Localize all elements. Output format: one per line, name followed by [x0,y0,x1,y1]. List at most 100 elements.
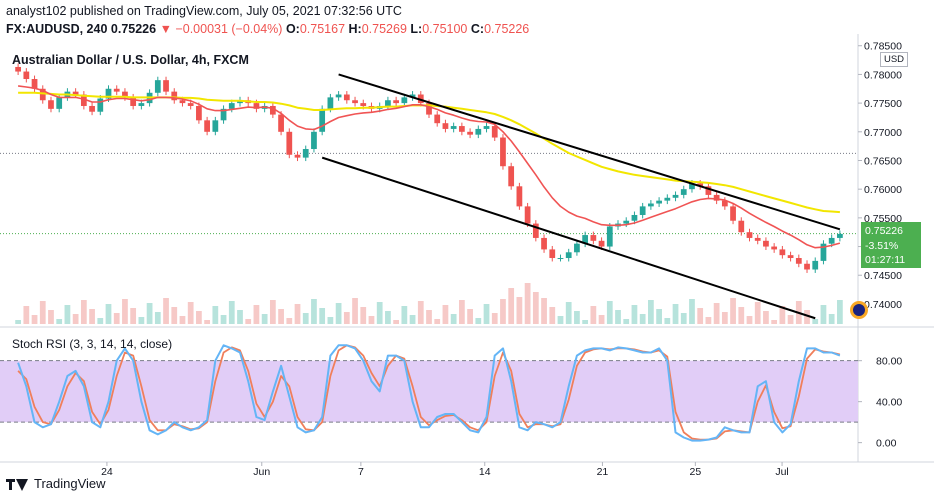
price-change: −0.00031 (−0.04%) [175,22,283,36]
tradingview-icon [6,477,28,491]
currency-label: USD [880,52,908,67]
volume-bar [385,311,391,324]
candle-body [541,237,547,250]
overbought-oversold-band [0,360,858,423]
volume-bar [113,313,120,324]
volume-bar [138,317,145,324]
volume-bar [245,319,252,324]
volume-bar [541,298,547,324]
volume-bar [524,283,531,324]
volume-bar [154,312,161,324]
low-label: L: [410,22,423,36]
volume-bar [804,310,810,324]
volume-bar [828,314,835,324]
volume-bar [648,300,654,324]
volume-bar [335,303,342,324]
candle-body [500,137,506,167]
volume-bar [787,315,794,324]
volume-bar [360,307,367,324]
candle-body [475,128,482,135]
candle-body [302,149,309,158]
candle-body [483,126,490,129]
volume-bar [31,315,38,324]
candle-body [623,220,630,224]
volume-bar [220,315,227,324]
ohlc-header: FX:AUDUSD, 240 0.75226 ▼ −0.00031 (−0.04… [6,22,529,36]
volume-bar [820,305,827,324]
x-tick-label: 7 [358,466,364,478]
candle-body [163,80,169,92]
symbol-label: FX:AUDUSD, 240 [6,22,108,36]
volume-bar [64,305,71,324]
candle-body [804,263,810,270]
high-label: H: [348,22,362,36]
volume-bar [311,299,317,324]
candle-body [97,98,104,112]
volume-bar [664,318,671,324]
x-tick-label: Jul [775,466,788,478]
volume-bar [376,302,383,324]
candle-body [319,108,326,132]
candle-body [89,105,95,112]
volume-bar [689,299,695,324]
volume-bar [532,292,539,324]
candle-body [113,88,120,92]
badge-countdown: 01:27:11 [865,254,906,266]
volume-bar [393,320,400,324]
volume-bar [582,320,589,324]
volume-bar [467,309,473,324]
candle-body [590,235,597,241]
volume-bar [615,310,621,324]
volume-bar [80,300,87,324]
low-value: 0.75100 [422,22,468,36]
candle-body [532,223,539,238]
candle-body [105,88,112,99]
trend-line [338,73,841,231]
candle-body [212,120,219,132]
volume-bar [549,307,556,324]
volume-bar [171,307,178,324]
candle-body [393,100,400,104]
high-value: 0.75269 [361,22,407,36]
candle-body [754,237,761,241]
candle-body [327,97,334,109]
volume-bar [196,311,202,324]
volume-bar [56,319,63,324]
volume-bar [368,316,375,324]
candle-body [80,94,87,106]
x-tick-label: Jun [253,466,270,478]
volume-bar [623,319,630,324]
volume-bar [253,305,260,324]
candle-body [549,249,556,259]
candle-body [171,91,178,101]
candle-body [606,226,613,247]
candle-body [467,131,473,135]
y-tick-label: 0.74000 [864,299,902,311]
candle-body [138,103,145,106]
x-tick-label: 21 [597,466,609,478]
volume-bar [105,304,112,324]
volume-bar [450,314,457,324]
fast-moving-average [17,85,841,249]
trend-line [321,156,816,320]
candle-body [401,97,408,104]
candle-body [434,114,441,124]
candle-body [598,240,605,247]
candle-body [516,186,523,207]
volume-bar [269,300,276,324]
volume-bar [204,320,210,324]
volume-bar [754,302,761,324]
tradingview-logo[interactable]: TradingView [6,476,106,491]
volume-bar [590,306,597,324]
volume-bar [475,318,482,324]
volume-bar [212,306,219,324]
candle-body [196,105,202,121]
candle-body [631,214,638,221]
candle-body [730,206,736,221]
volume-bar [187,302,194,324]
y-tick-label: 0.78000 [864,69,902,81]
chart-title: Australian Dollar / U.S. Dollar, 4h, FXC… [12,53,249,67]
candle-body [179,100,186,104]
candle-body [450,126,457,129]
